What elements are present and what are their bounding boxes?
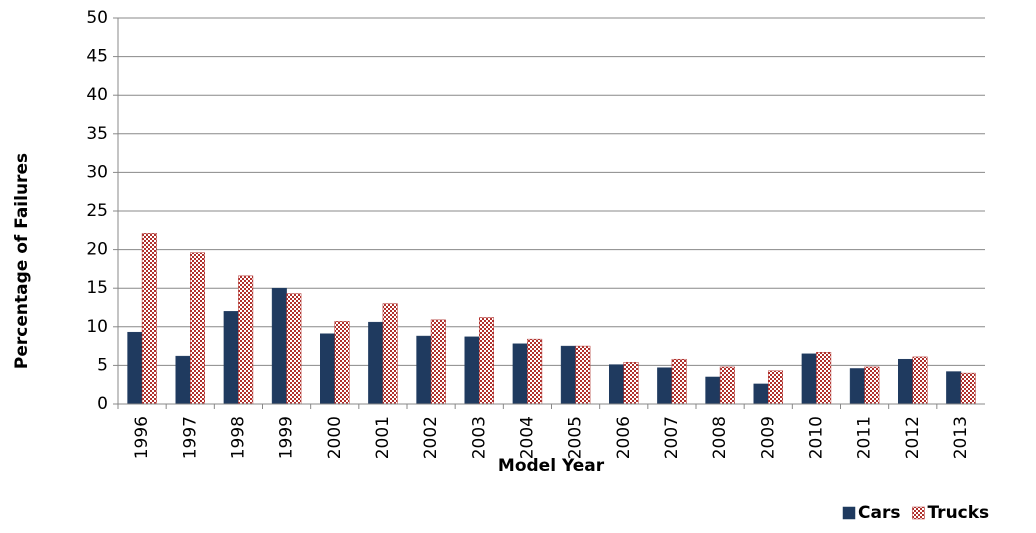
bar — [527, 338, 543, 405]
bar — [560, 345, 576, 405]
bar — [416, 335, 432, 405]
bar — [368, 321, 384, 405]
bar — [768, 370, 783, 405]
x-tick-label: 2007 — [662, 416, 682, 459]
x-tick-label: 1999 — [277, 416, 297, 459]
bar — [719, 366, 735, 405]
bar — [320, 333, 335, 405]
x-tick-label: 2012 — [903, 416, 923, 459]
x-tick-label: 2005 — [566, 416, 586, 459]
bar — [479, 317, 494, 405]
y-tick-label: 25 — [86, 201, 108, 221]
legend-swatch — [912, 506, 925, 520]
x-tick-label: 2001 — [373, 416, 393, 459]
bar — [657, 367, 673, 405]
bar — [190, 252, 205, 405]
bar — [960, 372, 976, 405]
bar — [575, 345, 591, 405]
bar — [849, 368, 865, 405]
bar — [864, 366, 880, 405]
bar — [898, 358, 913, 405]
bar — [816, 352, 832, 405]
bar — [609, 364, 624, 405]
x-tick-label: 2000 — [325, 416, 345, 459]
y-tick-label: 35 — [86, 124, 108, 144]
y-tick-label: 45 — [86, 47, 108, 67]
bar — [175, 355, 191, 405]
legend-swatch — [842, 506, 856, 520]
x-axis-label: Model Year — [498, 456, 605, 476]
x-tick-label: 2006 — [614, 416, 634, 459]
y-tick-label: 5 — [97, 355, 108, 375]
x-tick-label: 2009 — [758, 416, 778, 459]
bar — [334, 321, 350, 405]
bar — [286, 293, 302, 405]
bar — [141, 233, 157, 405]
bar — [512, 343, 528, 405]
bar — [430, 319, 446, 405]
x-tick-label: 2003 — [469, 416, 489, 459]
y-tick-label: 20 — [86, 240, 108, 260]
bar — [127, 331, 143, 405]
bar — [705, 376, 721, 405]
bar — [464, 336, 480, 405]
y-tick-label: 0 — [97, 394, 108, 414]
bar — [946, 371, 962, 405]
bar — [912, 356, 928, 405]
y-tick-label: 50 — [86, 8, 108, 28]
x-tick-label: 2010 — [806, 416, 826, 459]
bar — [801, 353, 817, 405]
y-axis-label: Percentage of Failures — [12, 153, 32, 369]
y-tick-label: 40 — [86, 85, 108, 105]
bar — [382, 303, 398, 405]
bar — [223, 311, 239, 405]
x-tick-label: 2002 — [421, 416, 441, 459]
x-tick-label: 2011 — [855, 416, 875, 459]
x-tick-label: 1996 — [132, 416, 152, 459]
x-tick-label: 1998 — [228, 416, 248, 459]
y-tick-label: 30 — [86, 162, 108, 182]
x-tick-label: 1997 — [180, 416, 200, 459]
bar — [238, 275, 254, 405]
y-tick-label: 10 — [86, 317, 108, 337]
x-tick-label: 2008 — [710, 416, 730, 459]
bar — [623, 362, 639, 405]
y-tick-label: 15 — [86, 278, 108, 298]
bar — [671, 358, 687, 405]
legend-label: Cars — [858, 503, 900, 523]
bar — [271, 287, 287, 405]
x-tick-label: 2004 — [517, 416, 537, 459]
x-tick-label: 2013 — [951, 416, 971, 459]
bar — [753, 383, 769, 405]
legend-label: Trucks — [927, 503, 989, 523]
